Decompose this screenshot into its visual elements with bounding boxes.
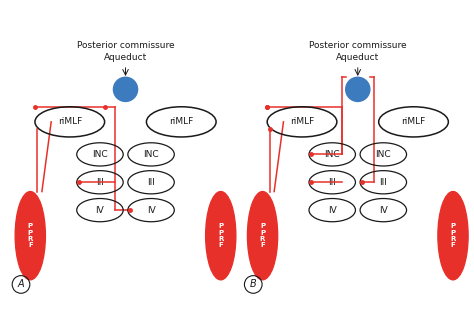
Text: Posterior commissure: Posterior commissure (77, 41, 174, 50)
Ellipse shape (247, 192, 278, 280)
Text: IV: IV (96, 206, 104, 214)
Text: B: B (250, 280, 256, 290)
Text: P
P
R
F: P P R F (27, 223, 33, 248)
Text: P
P
R
F: P P R F (450, 223, 456, 248)
Text: IV: IV (146, 206, 155, 214)
Text: III: III (147, 178, 155, 187)
Ellipse shape (438, 192, 468, 280)
Text: III: III (379, 178, 387, 187)
Text: A: A (18, 280, 24, 290)
Ellipse shape (15, 192, 46, 280)
Text: INC: INC (143, 150, 159, 159)
Text: INC: INC (324, 150, 340, 159)
Text: riMLF: riMLF (401, 118, 426, 126)
Text: riMLF: riMLF (58, 118, 82, 126)
Circle shape (113, 77, 137, 102)
Text: IV: IV (328, 206, 337, 214)
Ellipse shape (206, 192, 236, 280)
Text: riMLF: riMLF (169, 118, 193, 126)
Text: INC: INC (92, 150, 108, 159)
Text: INC: INC (375, 150, 391, 159)
Text: P
P
R
F: P P R F (218, 223, 223, 248)
Text: III: III (96, 178, 104, 187)
Text: Posterior commissure: Posterior commissure (309, 41, 407, 50)
Text: P
P
R
F: P P R F (260, 223, 265, 248)
Text: IV: IV (379, 206, 388, 214)
Text: Aqueduct: Aqueduct (336, 53, 379, 62)
Text: riMLF: riMLF (290, 118, 314, 126)
Text: Aqueduct: Aqueduct (104, 53, 147, 62)
Text: III: III (328, 178, 336, 187)
Circle shape (346, 77, 370, 102)
